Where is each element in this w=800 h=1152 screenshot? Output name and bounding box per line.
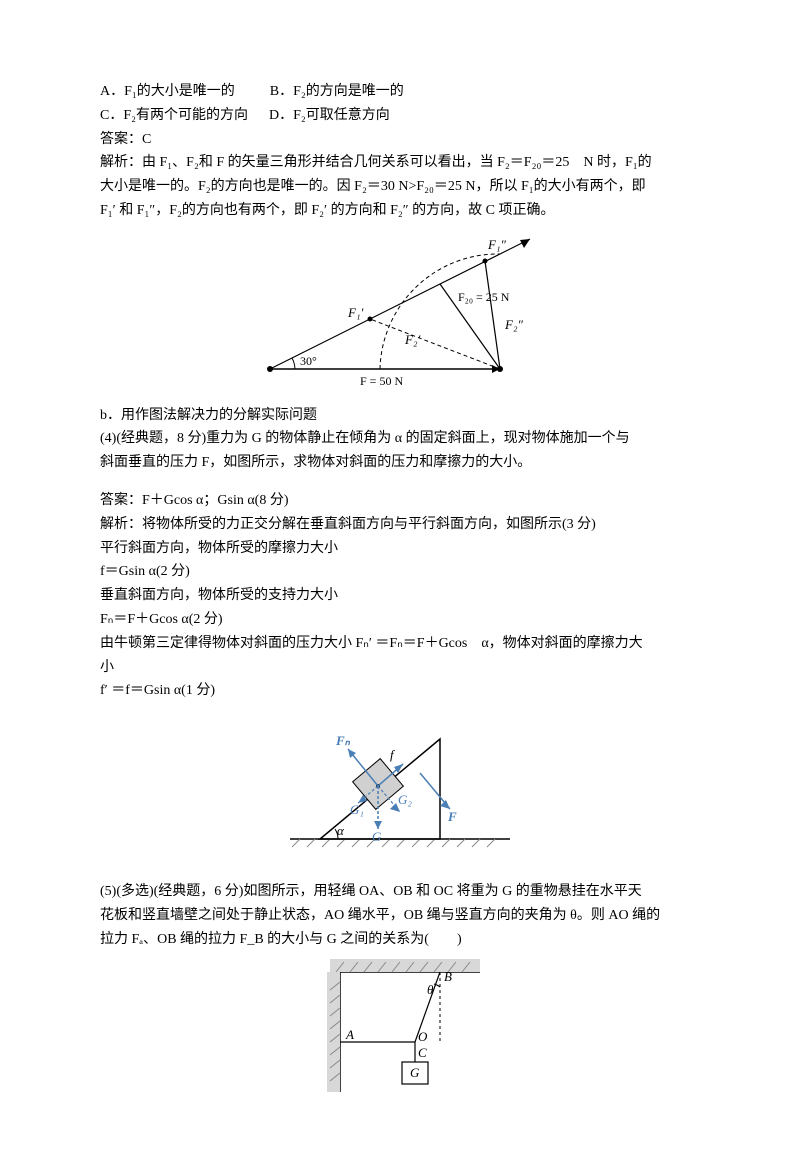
label-theta: θ — [427, 982, 434, 997]
option-d: D．F₂可取任意方向 — [269, 108, 390, 123]
label-f: F = 50 N — [360, 374, 403, 388]
figure-vector-triangle: F₁″ F₁′ F₂₀ = 25 N F₂′ F₂″ 30° F = 50 N — [100, 229, 700, 398]
q4-ana1: 解析：将物体所受的力正交分解在垂直斜面方向与平行斜面方向，如图所示(3 分) — [100, 513, 700, 537]
option-b: B．F₂的方向是唯一的 — [270, 84, 404, 99]
q4-ana5: Fₙ＝F＋Gcos α(2 分) — [100, 608, 700, 632]
q5-stem-2: 花板和竖直墙壁之间处于静止状态，AO 绳水平，OB 绳与竖直方向的夹角为 θ。则… — [100, 904, 700, 928]
label-angle: 30° — [300, 354, 317, 368]
label-g2: G₂ — [398, 792, 412, 807]
q4-ana8: f′ ＝f＝Gsin α(1 分) — [100, 679, 700, 703]
label-a: A — [345, 1027, 354, 1042]
label-b: B — [444, 969, 452, 984]
label-f-small: f — [390, 747, 396, 762]
section-b: b．用作图法解决力的分解实际问题 — [100, 404, 700, 428]
figure-inclined-plane: Fₙ f G₁ G₂ G F α — [100, 709, 700, 868]
label-g1: G₁ — [350, 802, 364, 817]
label-f2p: F₂′ — [404, 332, 420, 347]
answer-3: 答案：C — [100, 128, 700, 152]
label-o: O — [418, 1029, 428, 1044]
label-alpha: α — [337, 823, 345, 838]
analysis-3-l3: F₁′ 和 F₁″，F₂的方向也有两个，即 F₂′ 的方向和 F₂″ 的方向，故… — [100, 199, 700, 223]
option-line-ab: A．F₁的大小是唯一的 B．F₂的方向是唯一的 — [100, 80, 700, 104]
q4-ans: 答案：F＋Gcos α；Gsin α(8 分) — [100, 489, 700, 513]
option-line-cd: C．F₂有两个可能的方向 D．F₂可取任意方向 — [100, 104, 700, 128]
q4-ana2: 平行斜面方向，物体所受的摩擦力大小 — [100, 537, 700, 561]
label-g: G — [372, 829, 382, 844]
label-f1pp: F₁″ — [487, 237, 506, 252]
label-f20: F₂₀ = 25 N — [458, 290, 510, 304]
q4-stem-2: 斜面垂直的压力 F，如图所示，求物体对斜面的压力和摩擦力的大小。 — [100, 451, 700, 475]
spacer — [100, 475, 700, 489]
option-c: C．F₂有两个可能的方向 — [100, 108, 248, 123]
analysis-3-l2: 大小是唯一的。F₂的方向也是唯一的。因 F₂＝30 N>F₂₀＝25 N，所以 … — [100, 175, 700, 199]
label-f2pp: F₂″ — [504, 317, 523, 332]
q4-ana6: 由牛顿第三定律得物体对斜面的压力大小 Fₙ′ ＝Fₙ＝F＋Gcos α，物体对斜… — [100, 632, 700, 656]
q4-ana4: 垂直斜面方向，物体所受的支持力大小 — [100, 584, 700, 608]
label-c: C — [418, 1045, 427, 1060]
label-gbox: G — [410, 1065, 420, 1080]
label-f-big: F — [447, 809, 457, 824]
q5-stem-3: 拉力 Fₐ、OB 绳的拉力 F_B 的大小与 G 之间的关系为( ) — [100, 928, 700, 952]
page-content: A．F₁的大小是唯一的 B．F₂的方向是唯一的 C．F₂有两个可能的方向 D．F… — [0, 0, 800, 1152]
q4-ana7: 小 — [100, 656, 700, 680]
q4-stem-1: (4)(经典题，8 分)重力为 G 的物体静止在倾角为 α 的固定斜面上，现对物… — [100, 427, 700, 451]
q5-stem-1: (5)(多选)(经典题，6 分)如图所示，用轻绳 OA、OB 和 OC 将重为 … — [100, 880, 700, 904]
option-a: A．F₁的大小是唯一的 — [100, 84, 235, 99]
q4-ana3: f＝Gsin α(2 分) — [100, 560, 700, 584]
analysis-3-l1: 解析：由 F₁、F₂和 F 的矢量三角形并结合几何关系可以看出，当 F₂＝F₂₀… — [100, 151, 700, 175]
figure-hanging-weight: A B O C G θ — [100, 957, 700, 1106]
label-fn: Fₙ — [335, 733, 351, 748]
label-f1p: F₁′ — [347, 305, 363, 320]
